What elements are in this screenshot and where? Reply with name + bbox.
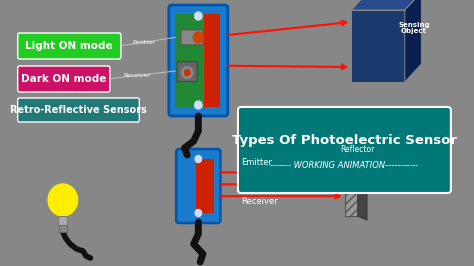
Circle shape: [184, 70, 190, 76]
Text: Sensing
Object: Sensing Object: [398, 22, 430, 35]
FancyBboxPatch shape: [345, 158, 358, 216]
Text: Dark ON mode: Dark ON mode: [21, 74, 107, 84]
FancyBboxPatch shape: [59, 225, 66, 232]
FancyBboxPatch shape: [18, 66, 110, 92]
Text: Receiver: Receiver: [124, 73, 151, 78]
FancyBboxPatch shape: [177, 62, 197, 82]
Circle shape: [195, 210, 201, 217]
Circle shape: [195, 101, 202, 109]
Circle shape: [195, 156, 201, 163]
Circle shape: [193, 32, 203, 43]
Polygon shape: [405, 0, 421, 82]
FancyBboxPatch shape: [169, 5, 228, 116]
Text: Emitter: Emitter: [241, 158, 272, 167]
FancyBboxPatch shape: [18, 98, 139, 122]
Polygon shape: [351, 0, 421, 10]
FancyBboxPatch shape: [204, 14, 220, 107]
FancyBboxPatch shape: [176, 149, 220, 223]
Text: ------- WORKING ANIMATION-----------: ------- WORKING ANIMATION-----------: [270, 161, 419, 171]
FancyBboxPatch shape: [196, 159, 214, 213]
FancyBboxPatch shape: [18, 33, 121, 59]
Text: Reflector: Reflector: [341, 145, 375, 154]
FancyBboxPatch shape: [238, 107, 451, 193]
Text: Receiver: Receiver: [241, 197, 277, 206]
FancyBboxPatch shape: [351, 10, 405, 82]
FancyBboxPatch shape: [175, 14, 203, 107]
FancyBboxPatch shape: [181, 30, 203, 45]
Text: Light ON mode: Light ON mode: [26, 41, 113, 51]
Text: Emitter: Emitter: [132, 40, 155, 45]
Circle shape: [195, 12, 202, 20]
Circle shape: [182, 66, 193, 78]
Text: Types Of Photoelectric Sensor: Types Of Photoelectric Sensor: [232, 134, 457, 147]
FancyBboxPatch shape: [58, 216, 67, 225]
Polygon shape: [358, 158, 367, 220]
Circle shape: [48, 184, 78, 216]
Text: Retro-Reflective Sensors: Retro-Reflective Sensors: [10, 105, 147, 115]
